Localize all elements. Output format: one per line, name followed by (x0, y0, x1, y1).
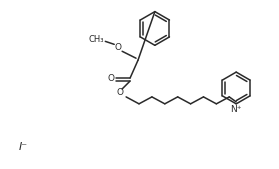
Text: N⁺: N⁺ (230, 105, 242, 114)
Text: CH₃: CH₃ (89, 35, 104, 44)
Text: O: O (117, 88, 124, 98)
Text: I⁻: I⁻ (19, 142, 28, 152)
Text: O: O (108, 74, 115, 82)
Text: O: O (115, 43, 122, 52)
